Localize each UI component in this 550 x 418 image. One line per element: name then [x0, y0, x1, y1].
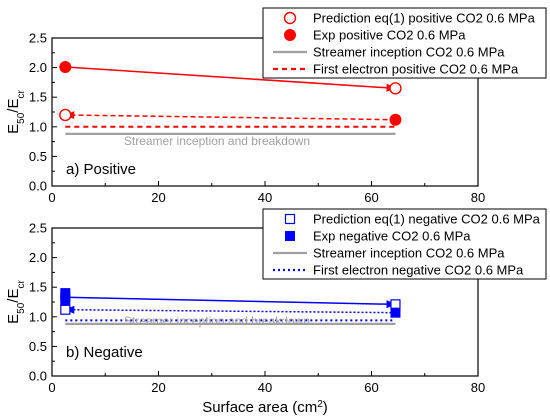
y-tick-label: 1.0	[29, 119, 47, 134]
chart-panel-1: 0 20 40 60 80 0.0 0.5 1.0 1.5 2.0 2.5 E50/Ecr Stream…	[5, 7, 547, 205]
legend-label: Exp negative CO2 0.6 MPa	[313, 229, 471, 244]
legend-label: Streamer inception CO2 0.6 MPa	[313, 45, 505, 60]
data-point	[390, 307, 401, 318]
data-point	[60, 295, 71, 306]
y-tick-label: 2.5	[29, 221, 47, 236]
arrow-1	[65, 296, 397, 309]
x-tick-label: 40	[258, 190, 272, 205]
legend-label: First electron negative CO2 0.6 MPa	[313, 263, 524, 278]
legend-symbol	[285, 231, 295, 241]
data-point	[390, 299, 401, 310]
data-point	[60, 304, 71, 315]
x-tick-label: 60	[364, 190, 378, 205]
data-point	[389, 82, 402, 95]
y-tick-label: 1.5	[29, 90, 47, 105]
annotation-text: Streamer inception and breakdown	[124, 314, 310, 328]
x-tick-label: 40	[258, 380, 272, 395]
legend-box	[262, 208, 547, 280]
arrow-2	[64, 111, 396, 121]
legend-box	[262, 7, 547, 79]
arrow-2	[64, 305, 396, 314]
x-tick-label: 80	[471, 380, 485, 395]
y-axis-label: E50/Ecr	[5, 90, 27, 134]
x-tick-label: 20	[151, 190, 165, 205]
legend-label: Prediction eq(1) positive CO2 0.6 MPa	[313, 11, 536, 26]
panel-label: a) Positive	[66, 161, 136, 178]
data-point	[59, 108, 72, 122]
y-tick-label: 1.0	[29, 309, 47, 324]
x-tick-label: 0	[48, 190, 55, 205]
y-tick-label: 2.0	[29, 250, 47, 265]
y-tick-label: 0.5	[29, 149, 47, 164]
x-tick-label: 60	[364, 380, 378, 395]
x-tick-label: 80	[471, 190, 485, 205]
legend: Prediction eq(1) negative CO2 0.6 MPa Exp…	[262, 208, 547, 280]
x-axis-label: Surface area (cm2)	[202, 399, 328, 417]
y-tick-label: 2.5	[29, 31, 47, 46]
x-tick-label: 20	[151, 380, 165, 395]
data-point	[59, 61, 72, 74]
x-tick-label: 0	[48, 380, 55, 395]
y-tick-label: 2.0	[29, 60, 47, 75]
legend-symbol	[283, 11, 297, 25]
data-point	[389, 113, 402, 126]
legend: Prediction eq(1) positive CO2 0.6 MPa Exp…	[262, 7, 547, 79]
legend-symbol	[284, 29, 296, 41]
legend-symbol	[284, 213, 296, 225]
y-tick-label: 0.0	[29, 179, 47, 194]
panel-label: b) Negative	[66, 344, 143, 361]
y-tick-label: 1.5	[29, 280, 47, 295]
arrow-1	[65, 66, 397, 92]
legend-label: Streamer inception CO2 0.6 MPa	[313, 246, 505, 261]
legend-label: First electron positive CO2 0.6 MPa	[313, 62, 519, 77]
chart-panel-2: 0 20 40 60 80 0.0 0.5 1.0 1.5 2.0 2.5 E50/Ecr Stream…	[5, 208, 547, 395]
legend-label: Prediction eq(1) negative CO2 0.6 MPa	[313, 212, 541, 227]
y-axis-label: E50/Ecr	[5, 280, 27, 324]
y-tick-label: 0.0	[29, 369, 47, 384]
annotation-text: Streamer inception and breakdown	[124, 134, 310, 148]
y-tick-label: 0.5	[29, 339, 47, 354]
legend-label: Exp positive CO2 0.6 MPa	[313, 28, 466, 43]
